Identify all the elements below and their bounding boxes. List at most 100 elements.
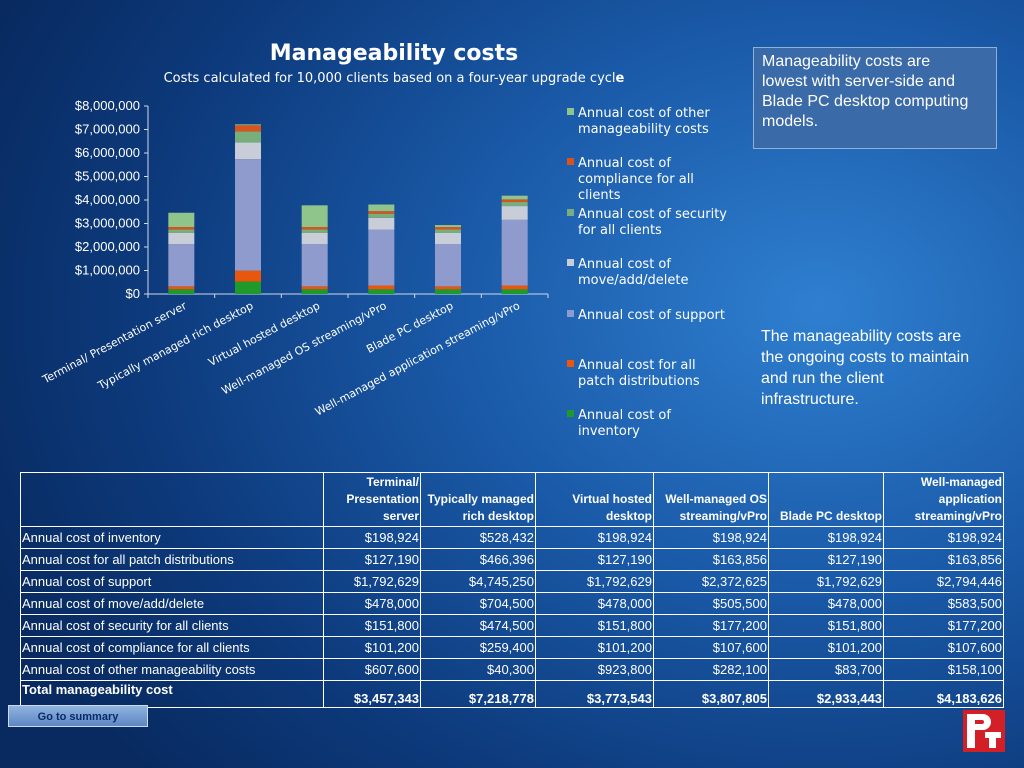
table-cell: $83,700: [768, 658, 884, 681]
legend-entry-line: Annual cost of: [578, 408, 671, 423]
y-tick-label: $8,000,000: [75, 98, 140, 113]
table-cell: $127,190: [323, 548, 421, 571]
table-cell: $101,200: [768, 636, 884, 659]
callout-box: Manageability costs are lowest with serv…: [753, 47, 997, 149]
bar-segment: [368, 289, 395, 294]
bar-segment: [368, 204, 395, 212]
table-cell: $177,200: [883, 614, 1004, 637]
legend-swatch: [567, 310, 574, 317]
logo-mark: [967, 714, 1001, 748]
bar-segment: [235, 270, 261, 282]
header-line: desktop: [605, 509, 652, 523]
table-cell: $282,100: [653, 658, 769, 681]
chart-legend: Annual cost of other manageability costsA…: [567, 106, 727, 439]
bar-segment: [168, 289, 195, 294]
cost-table: Terminal/Presentation server Typically man…: [20, 472, 1004, 708]
row-label: Total manageability cost: [20, 680, 324, 708]
table-column-header: Well-managed application streaming/vPro: [883, 472, 1004, 527]
table-row: Annual cost of move/add/delete $478,000 $7…: [20, 592, 1004, 615]
chart-subtitle-tail: e: [616, 71, 625, 86]
table-cell: $107,600: [653, 636, 769, 659]
legend-entry: Annual cost of compliance for all clients: [578, 156, 694, 203]
bar-segment: [168, 232, 195, 245]
legend-swatch: [567, 410, 574, 417]
bar-segment: [501, 289, 528, 294]
note-line-1: The manageability costs are: [761, 328, 962, 345]
legend-entry-line: Annual cost of security: [578, 207, 727, 222]
table-cell: $101,200: [535, 636, 654, 659]
header-line: streaming/vPro: [679, 509, 767, 523]
table-cell: $923,800: [535, 658, 654, 681]
legend-entry-line: Annual cost of: [578, 156, 671, 171]
chart-title: Manageability costs: [270, 41, 519, 66]
legend-entry-line: Annual cost for all: [578, 358, 696, 373]
table-column-header: Terminal/Presentation server: [323, 472, 421, 527]
header-line: application: [938, 492, 1002, 506]
table-header-row: Terminal/Presentation server Typically man…: [20, 472, 1004, 527]
legend-entry-line: Annual cost of: [578, 257, 671, 272]
callout-line-4: models.: [762, 113, 819, 130]
table-cell: $1,792,629: [323, 570, 421, 593]
note-line-4: infrastructure.: [761, 391, 859, 408]
header-line: server: [382, 509, 419, 523]
bar-segment: [368, 211, 395, 214]
table-column-header: Blade PC desktop: [768, 472, 884, 527]
table-cell: $474,500: [420, 614, 536, 637]
go-to-summary-button[interactable]: Go to summary: [8, 705, 148, 727]
table-cell: $3,807,805: [653, 680, 769, 708]
y-tick-label: $1,000,000: [75, 263, 140, 278]
bar-segment: [301, 205, 328, 228]
bar-segment: [501, 219, 528, 286]
table-cell: $3,457,343: [323, 680, 421, 708]
table-corner-cell: [20, 472, 324, 527]
bar-segment: [435, 229, 461, 233]
bar-segment: [235, 281, 261, 294]
bar-segment: [168, 286, 195, 290]
legend-entry-line: for all clients: [578, 223, 662, 238]
header-line: streaming/vPro: [914, 509, 1002, 523]
table-cell: $198,924: [768, 526, 884, 549]
callout-line-1: Manageability costs are: [762, 53, 931, 70]
header-line: rich desktop: [462, 509, 534, 523]
legend-entry: Annual cost of inventory: [578, 408, 671, 439]
legend-entry-line: clients: [578, 188, 621, 203]
table-cell: $478,000: [535, 592, 654, 615]
row-label: Annual cost of other manageability costs: [20, 658, 324, 681]
bar-segment: [235, 142, 261, 160]
x-tick-label: Virtual hosted desktop: [206, 299, 322, 369]
table-cell: $198,924: [535, 526, 654, 549]
table-column-header: Typically managed rich desktop: [420, 472, 536, 527]
header-line: Well-managed: [920, 475, 1002, 489]
table-cell: $151,800: [535, 614, 654, 637]
table-cell: $704,500: [420, 592, 536, 615]
bar-segment: [501, 199, 528, 202]
table-cell: $1,792,629: [768, 570, 884, 593]
table-cell: $3,773,543: [535, 680, 654, 708]
row-label: Annual cost of support: [20, 570, 324, 593]
header-line: Virtual hosted: [572, 492, 652, 506]
legend-entry-line: move/add/delete: [578, 273, 689, 288]
note-text: The manageability costs are the ongoing …: [761, 326, 1001, 410]
header-line: Well-managed OS: [665, 492, 767, 506]
bar-segment: [435, 227, 461, 230]
table-cell: $198,924: [323, 526, 421, 549]
legend-entry-line: manageability costs: [578, 122, 709, 137]
legend-entry-line: Annual cost of support: [578, 308, 725, 323]
bar-segment: [168, 227, 195, 230]
table-cell: $163,856: [653, 548, 769, 571]
table-cell: $101,200: [323, 636, 421, 659]
table-cell: $607,600: [323, 658, 421, 681]
table-cell: $259,400: [420, 636, 536, 659]
table-cell: $2,372,625: [653, 570, 769, 593]
bar-segment: [301, 232, 328, 245]
row-label: Annual cost of move/add/delete: [20, 592, 324, 615]
table-cell: $177,200: [653, 614, 769, 637]
table-cell: $127,190: [535, 548, 654, 571]
bar-segment: [501, 195, 528, 200]
bar-segment: [435, 232, 461, 245]
table-row: Annual cost of security for all clients $…: [20, 614, 1004, 637]
bar-segment: [301, 244, 328, 287]
table-row: Annual cost of support $1,792,629 $4,745,2…: [20, 570, 1004, 593]
bar-segment: [368, 213, 395, 218]
legend-swatch: [567, 158, 574, 165]
